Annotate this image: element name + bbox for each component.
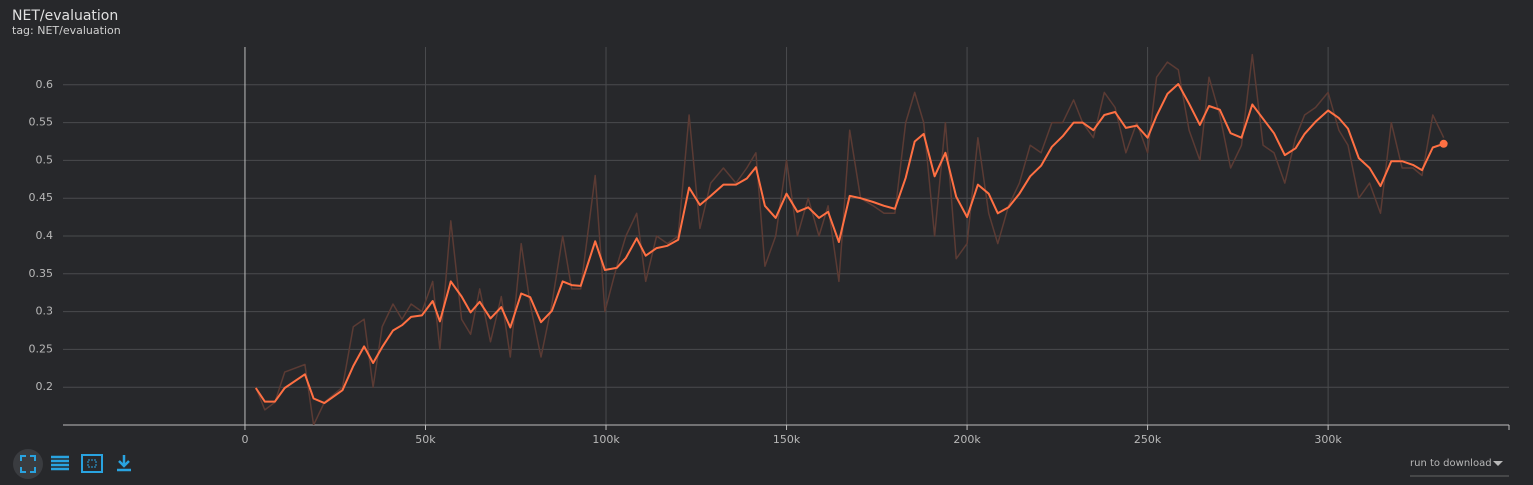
y-tick-label: 0.55 [29,116,54,129]
series-line [255,53,1445,425]
x-tick-label: 300k [1314,433,1342,446]
x-tick-label: 150k [773,433,801,446]
download-select-label[interactable]: run to download [1410,458,1492,469]
x-tick-label: 250k [1134,433,1162,446]
download-icon[interactable] [117,455,131,472]
last-point [1439,139,1448,148]
y-tick-label: 0.6 [36,78,54,91]
y-tick-label: 0.3 [36,305,54,318]
y-tick-label: 0.4 [36,229,54,242]
fullscreen-button-bg[interactable] [13,449,43,479]
x-tick-label: 0 [241,433,248,446]
x-tick-label: 50k [415,433,436,446]
download-select[interactable]: run to download [1410,458,1509,477]
y-tick-label: 0.25 [29,342,54,355]
y-tick-label: 0.45 [29,191,54,204]
y-tick-label: 0.35 [29,267,54,280]
series-line [254,83,1445,405]
y-tick-label: 0.2 [36,380,54,393]
fit-domain-icon[interactable] [81,454,103,473]
x-tick-label: 200k [953,433,981,446]
x-tick-label: 100k [592,433,620,446]
y-tick-label: 0.5 [36,153,54,166]
chart-title: NET/evaluation [12,8,118,24]
fullscreen-icon[interactable] [20,455,36,473]
toolbar [13,449,131,479]
plot: 0.2 0.25 0.3 0.35 0.4 0.45 0.5 0.55 0.6 0 50k 100k 1… [29,47,1510,446]
fit-domain-inner [87,459,97,468]
dropdown-arrow[interactable] [1493,461,1503,466]
chart-subtitle: tag: NET/evaluation [12,24,121,37]
log-scale-icon[interactable] [51,455,69,471]
